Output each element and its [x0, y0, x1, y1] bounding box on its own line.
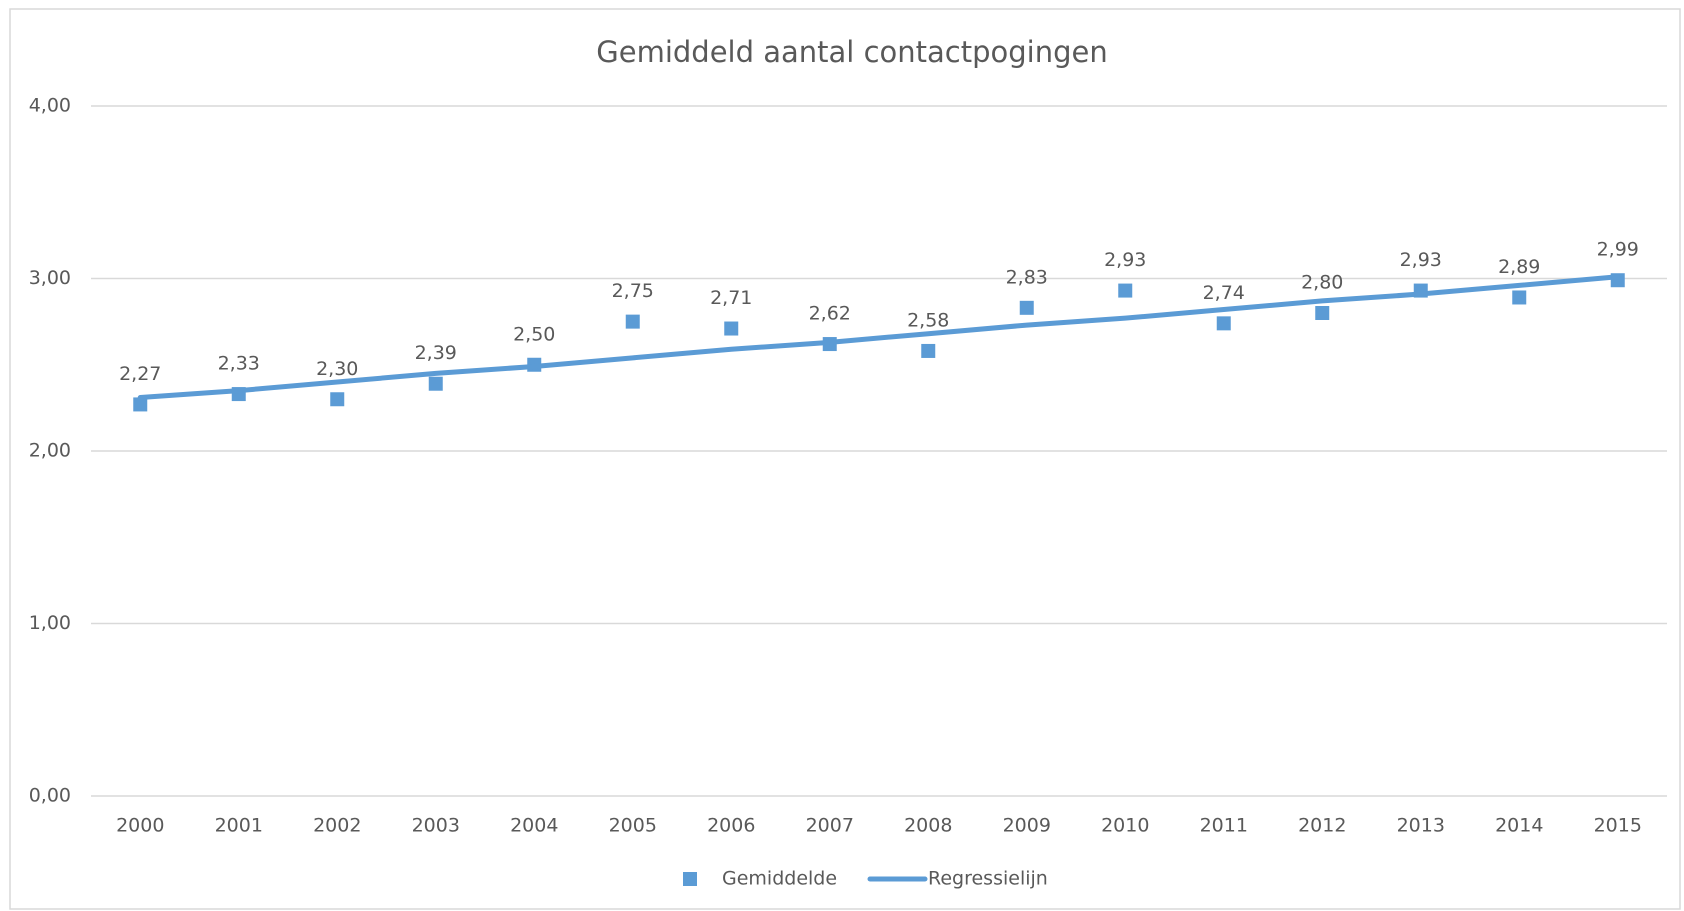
data-label: 2,74: [1203, 282, 1245, 304]
legend-label: Gemiddelde: [722, 868, 837, 890]
x-tick-label: 2014: [1495, 815, 1543, 837]
data-point: [1315, 306, 1330, 320]
data-point: [921, 343, 936, 358]
data-point: [1216, 316, 1231, 331]
x-tick-label: 2002: [313, 815, 361, 837]
data-label: 2,89: [1498, 256, 1540, 278]
data-label: 2,58: [907, 309, 949, 331]
x-tick-label: 2015: [1594, 815, 1642, 837]
data-label: 2,30: [316, 358, 358, 380]
x-tick-label: 2005: [609, 815, 657, 837]
data-label: 2,71: [710, 287, 752, 309]
regression-line: [137, 274, 1621, 401]
chart-title: Gemiddeld aantal contactpogingen: [596, 35, 1107, 69]
x-tick-label: 2004: [510, 815, 558, 837]
x-tick-label: 2006: [707, 815, 755, 837]
x-tick-label: 2007: [806, 815, 854, 837]
data-label: 2,75: [612, 280, 654, 302]
data-point: [1118, 283, 1133, 298]
data-label: 2,33: [218, 353, 260, 375]
data-label: 2,62: [809, 303, 851, 325]
data-label: 2,50: [513, 323, 555, 345]
x-tick-label: 2013: [1397, 815, 1445, 837]
data-point: [1019, 300, 1034, 315]
y-tick-label: 2,00: [29, 440, 71, 462]
data-label: 2,27: [119, 363, 161, 385]
data-label: 2,39: [415, 342, 457, 364]
x-tick-label: 2012: [1298, 815, 1346, 837]
data-point: [724, 321, 739, 336]
x-tick-label: 2009: [1003, 815, 1051, 837]
data-label: 2,93: [1104, 249, 1146, 271]
data-point: [625, 314, 640, 329]
data-point: [1512, 290, 1527, 305]
chart-border: [9, 8, 1681, 910]
data-point: [428, 376, 443, 391]
x-tick-label: 2011: [1200, 815, 1248, 837]
x-tick-label: 2003: [412, 815, 460, 837]
data-label: 2,99: [1597, 239, 1639, 261]
x-tick-label: 2000: [116, 815, 164, 837]
data-label: 2,80: [1301, 272, 1343, 294]
x-tick-label: 2008: [904, 815, 952, 837]
data-label: 2,93: [1400, 249, 1442, 271]
y-tick-label: 0,00: [29, 785, 71, 807]
y-tick-label: 3,00: [29, 267, 71, 289]
legend-label: Regressielijn: [928, 868, 1048, 890]
x-tick-label: 2010: [1101, 815, 1149, 837]
y-tick-label: 1,00: [29, 612, 71, 634]
data-label: 2,83: [1006, 266, 1048, 288]
data-point: [330, 392, 345, 407]
x-tick-label: 2001: [215, 815, 263, 837]
y-tick-label: 4,00: [29, 95, 71, 117]
legend-marker: [683, 872, 697, 886]
data-point: [133, 397, 148, 412]
